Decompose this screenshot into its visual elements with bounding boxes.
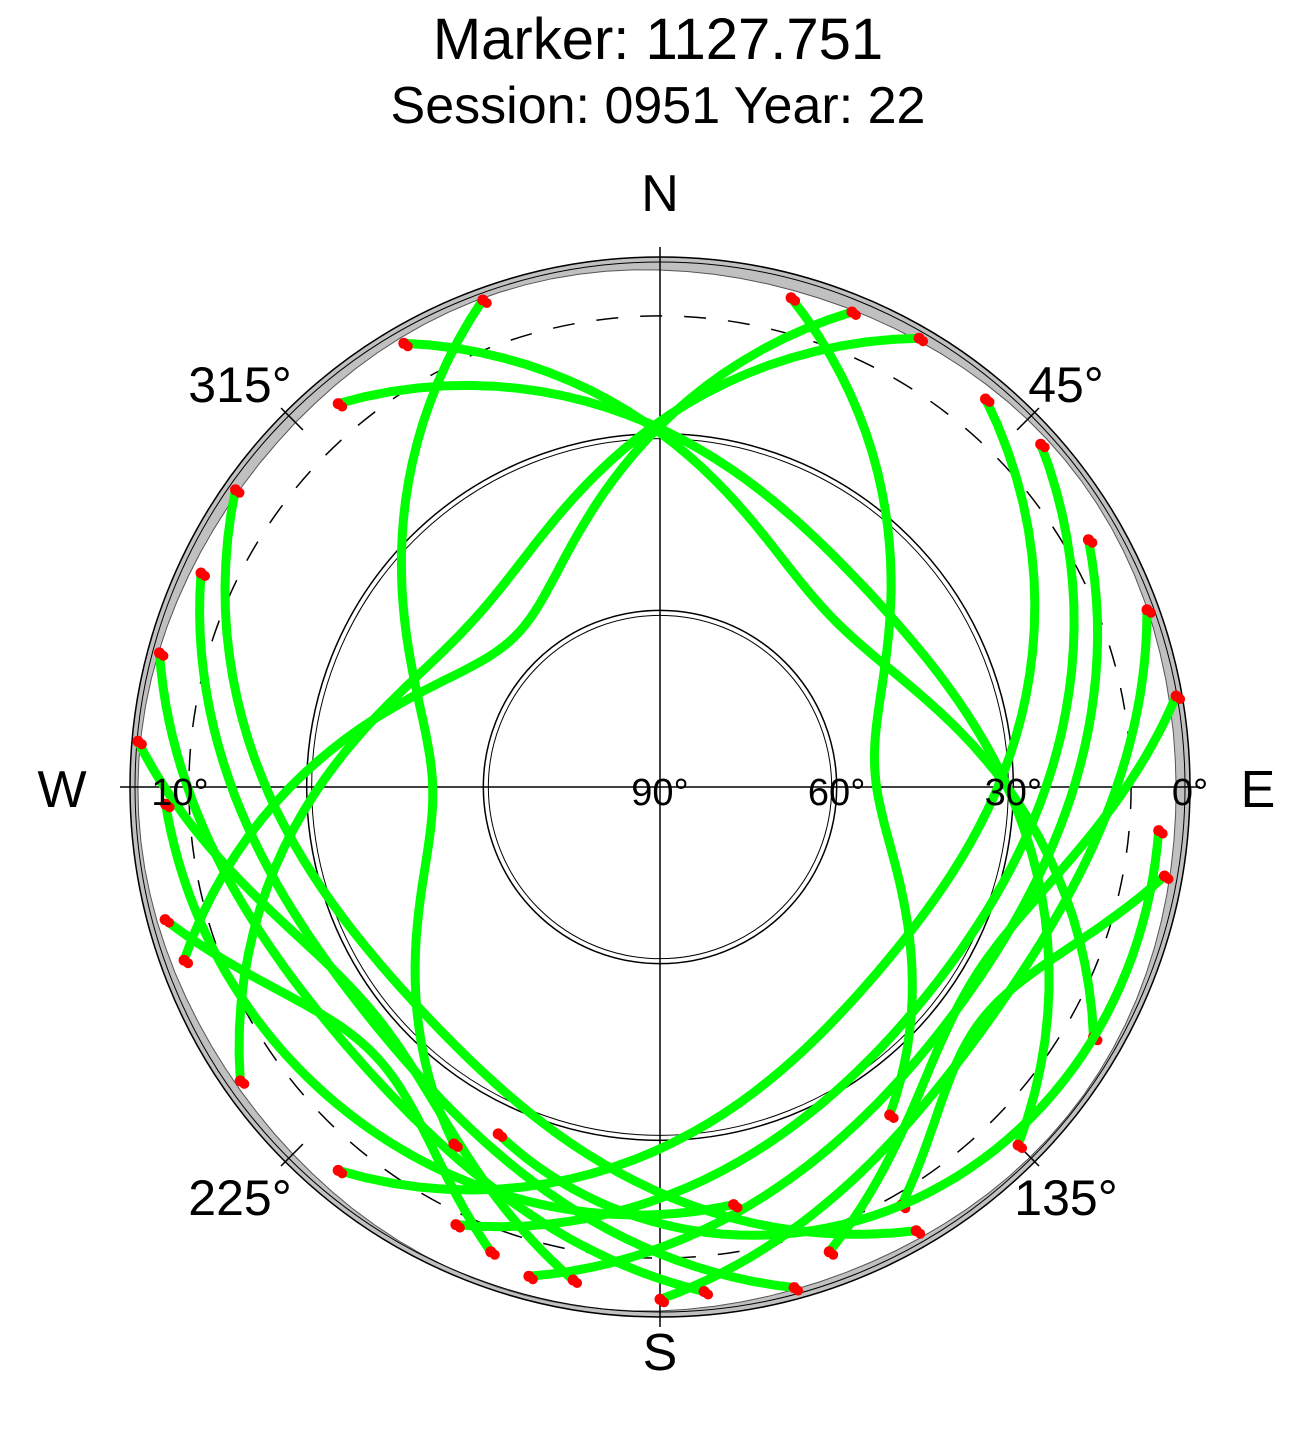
track-endpoint	[1017, 1143, 1028, 1154]
track-endpoint	[1039, 442, 1050, 453]
track-endpoint	[337, 401, 348, 412]
track-endpoint	[793, 1285, 804, 1296]
satellite-track	[161, 799, 739, 1220]
track-endpoint	[915, 1228, 926, 1239]
track-endpoint	[183, 958, 194, 969]
satellite-track	[133, 736, 578, 1285]
west-label: W	[37, 761, 86, 819]
track-endpoint	[497, 1131, 508, 1142]
track-endpoint	[918, 336, 929, 347]
elevation-tick-label: 30°	[985, 772, 1042, 814]
satellite-track	[399, 338, 1098, 1042]
track-endpoint	[239, 1078, 250, 1089]
track-endpoint	[158, 650, 169, 661]
satellite-track	[896, 871, 1169, 1210]
satellite-track	[234, 333, 924, 1086]
satellite-track	[396, 295, 488, 1149]
track-endpoint	[402, 341, 413, 352]
azimuth-tick	[280, 407, 304, 431]
axis-labels: N S E W 45° 135° 225° 315° 0° 30° 60° 90° 10°	[37, 165, 1275, 1382]
satellite-track	[493, 826, 1164, 1240]
azimuth-tick-label: 45°	[1028, 357, 1104, 413]
track-endpoint	[454, 1222, 465, 1233]
track-endpoint	[527, 1274, 538, 1285]
elevation-tick-label: 60°	[808, 772, 865, 814]
track-endpoint	[888, 1113, 899, 1123]
track-endpoint	[1163, 874, 1174, 884]
track-endpoint	[659, 1297, 669, 1308]
satellite-track	[154, 648, 709, 1296]
chart-title: Marker: 1127.751	[432, 7, 884, 72]
track-endpoint	[481, 298, 492, 308]
chart-subtitle: Session: 0951 Year: 22	[390, 77, 926, 135]
track-endpoint	[828, 1249, 839, 1260]
elevation-tick-label: 90°	[631, 772, 688, 814]
track-endpoint	[984, 397, 995, 407]
azimuth-tick-label: 315°	[188, 357, 291, 413]
elevation-tick-label: 10°	[151, 772, 208, 814]
satellite-track	[333, 380, 1054, 1150]
satellite-track	[655, 605, 1152, 1304]
track-endpoint	[452, 1142, 463, 1152]
track-endpoint	[703, 1289, 714, 1300]
satellite-track	[786, 293, 917, 1120]
east-label: E	[1241, 761, 1276, 819]
track-endpoint	[164, 802, 175, 813]
track-endpoint	[790, 295, 801, 306]
track-endpoint	[1087, 537, 1098, 548]
track-endpoint	[136, 739, 147, 750]
satellite-tracks	[132, 292, 1186, 1308]
north-label: N	[641, 165, 679, 223]
satellite-track	[824, 691, 1181, 1257]
track-endpoint	[337, 1168, 348, 1179]
track-endpoint	[1146, 607, 1156, 618]
track-endpoint	[489, 1249, 500, 1260]
azimuth-tick-label: 225°	[188, 1170, 291, 1226]
azimuth-tick	[280, 1143, 304, 1167]
track-endpoint	[1157, 828, 1168, 839]
satellite-track	[195, 568, 799, 1293]
elevation-tick-label: 0°	[1172, 772, 1208, 814]
track-endpoint	[732, 1202, 743, 1213]
track-endpoint	[200, 571, 210, 581]
track-endpoint	[850, 310, 861, 320]
satellite-track	[451, 439, 1079, 1232]
south-label: S	[643, 1324, 678, 1382]
track-endpoint	[234, 487, 245, 498]
track-endpoint	[1175, 694, 1186, 704]
azimuth-tick	[1016, 407, 1040, 431]
azimuth-tick-label: 135°	[1014, 1170, 1117, 1226]
track-endpoint	[164, 917, 175, 928]
track-endpoint	[572, 1278, 583, 1288]
satellite-track	[333, 394, 1040, 1195]
